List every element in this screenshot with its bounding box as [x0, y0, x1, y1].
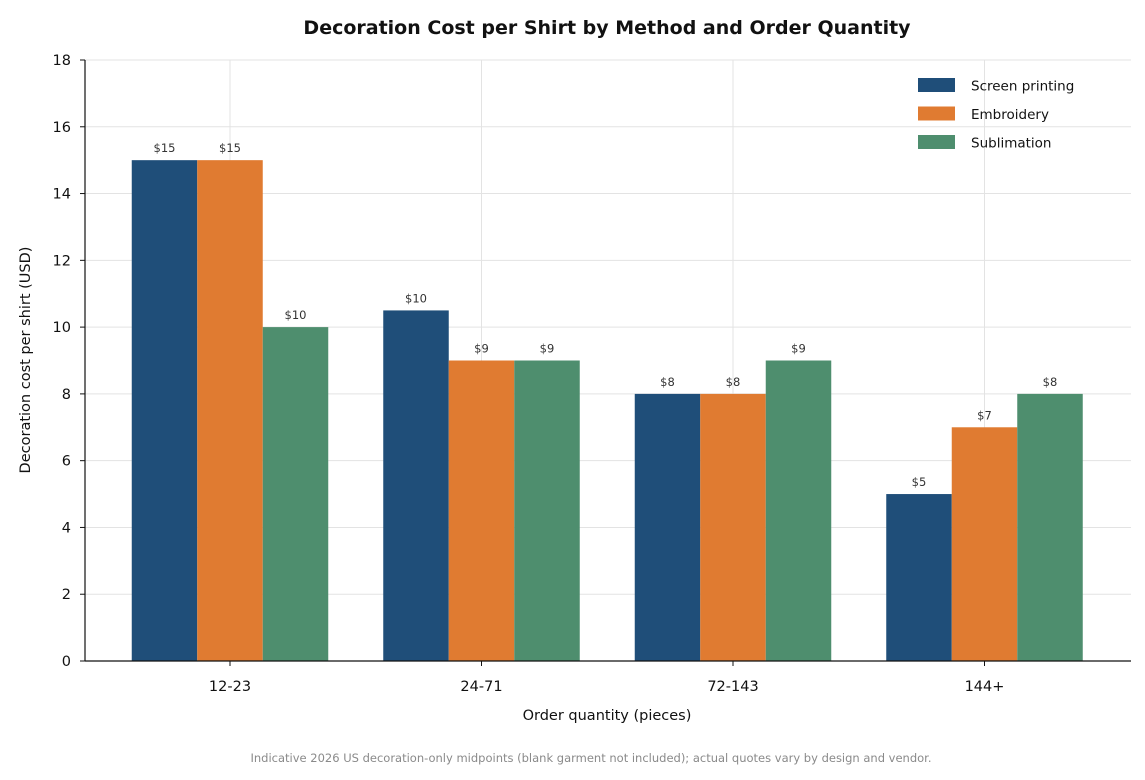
bar-embroidery-12-23	[197, 160, 263, 661]
y-tick-label: 8	[62, 387, 71, 403]
bar-sublimation-12-23	[262, 327, 329, 661]
bar-embroidery-72-143	[700, 393, 766, 661]
legend-label: Screen printing	[971, 79, 1074, 95]
legend-swatch	[918, 135, 955, 149]
y-tick-label: 4	[62, 520, 71, 536]
bar-embroidery-24-71	[448, 360, 515, 661]
y-tick-label: 10	[53, 320, 71, 336]
legend-swatch	[918, 78, 955, 92]
bar-value-labels: $15 $15 $10 $10 $9 $9 $8 $8 $9 $5 $7 $8	[154, 141, 1058, 489]
bar-screen-printing-12-23	[131, 160, 198, 661]
y-tick-label: 0	[62, 654, 71, 670]
bar-value-label: $7	[977, 408, 992, 422]
bar-embroidery-144+	[951, 427, 1018, 661]
y-axis-ticks: 0 2 4 6 8 10 12 14 16 18	[53, 53, 85, 670]
x-tick-label: 144+	[965, 679, 1005, 695]
legend: Screen printing Embroidery Sublimation	[918, 78, 1074, 152]
bar-screen-printing-144+	[886, 494, 952, 661]
bar-value-label: $9	[791, 342, 806, 356]
x-axis-label: Order quantity (pieces)	[523, 708, 692, 724]
y-axis-label: Decoration cost per shirt (USD)	[18, 247, 34, 474]
bar-value-label: $9	[540, 342, 555, 356]
y-tick-label: 16	[53, 120, 71, 136]
bar-value-label: $10	[405, 291, 427, 305]
bar-sublimation-144+	[1017, 393, 1083, 661]
y-tick-label: 12	[53, 253, 71, 269]
bar-value-label: $8	[660, 375, 675, 389]
bar-screen-printing-24-71	[383, 310, 449, 661]
y-tick-label: 6	[62, 454, 71, 470]
legend-label: Embroidery	[971, 107, 1049, 123]
footnote: Indicative 2026 US decoration-only midpo…	[251, 751, 932, 765]
legend-swatch	[918, 106, 955, 121]
bar-value-label: $15	[154, 141, 176, 155]
legend-label: Sublimation	[971, 136, 1051, 152]
x-axis-ticks: 12-23 24-71 72-143 144+	[209, 661, 1004, 695]
bar-screen-printing-72-143	[634, 393, 701, 661]
bar-value-label: $10	[285, 308, 307, 322]
x-tick-label: 72-143	[707, 679, 758, 695]
y-tick-label: 2	[62, 587, 71, 603]
bar-value-label: $5	[912, 475, 927, 489]
bar-sublimation-24-71	[514, 360, 580, 661]
y-tick-label: 14	[53, 187, 71, 203]
chart-title: Decoration Cost per Shirt by Method and …	[303, 17, 911, 39]
bar-value-label: $9	[474, 342, 489, 356]
bar-value-label: $15	[219, 141, 241, 155]
bar-value-label: $8	[1043, 375, 1058, 389]
y-tick-label: 18	[53, 53, 71, 69]
x-tick-label: 24-71	[460, 679, 502, 695]
x-tick-label: 12-23	[209, 679, 251, 695]
bars	[131, 160, 1083, 661]
bar-value-label: $8	[726, 375, 741, 389]
bar-sublimation-72-143	[765, 360, 832, 661]
